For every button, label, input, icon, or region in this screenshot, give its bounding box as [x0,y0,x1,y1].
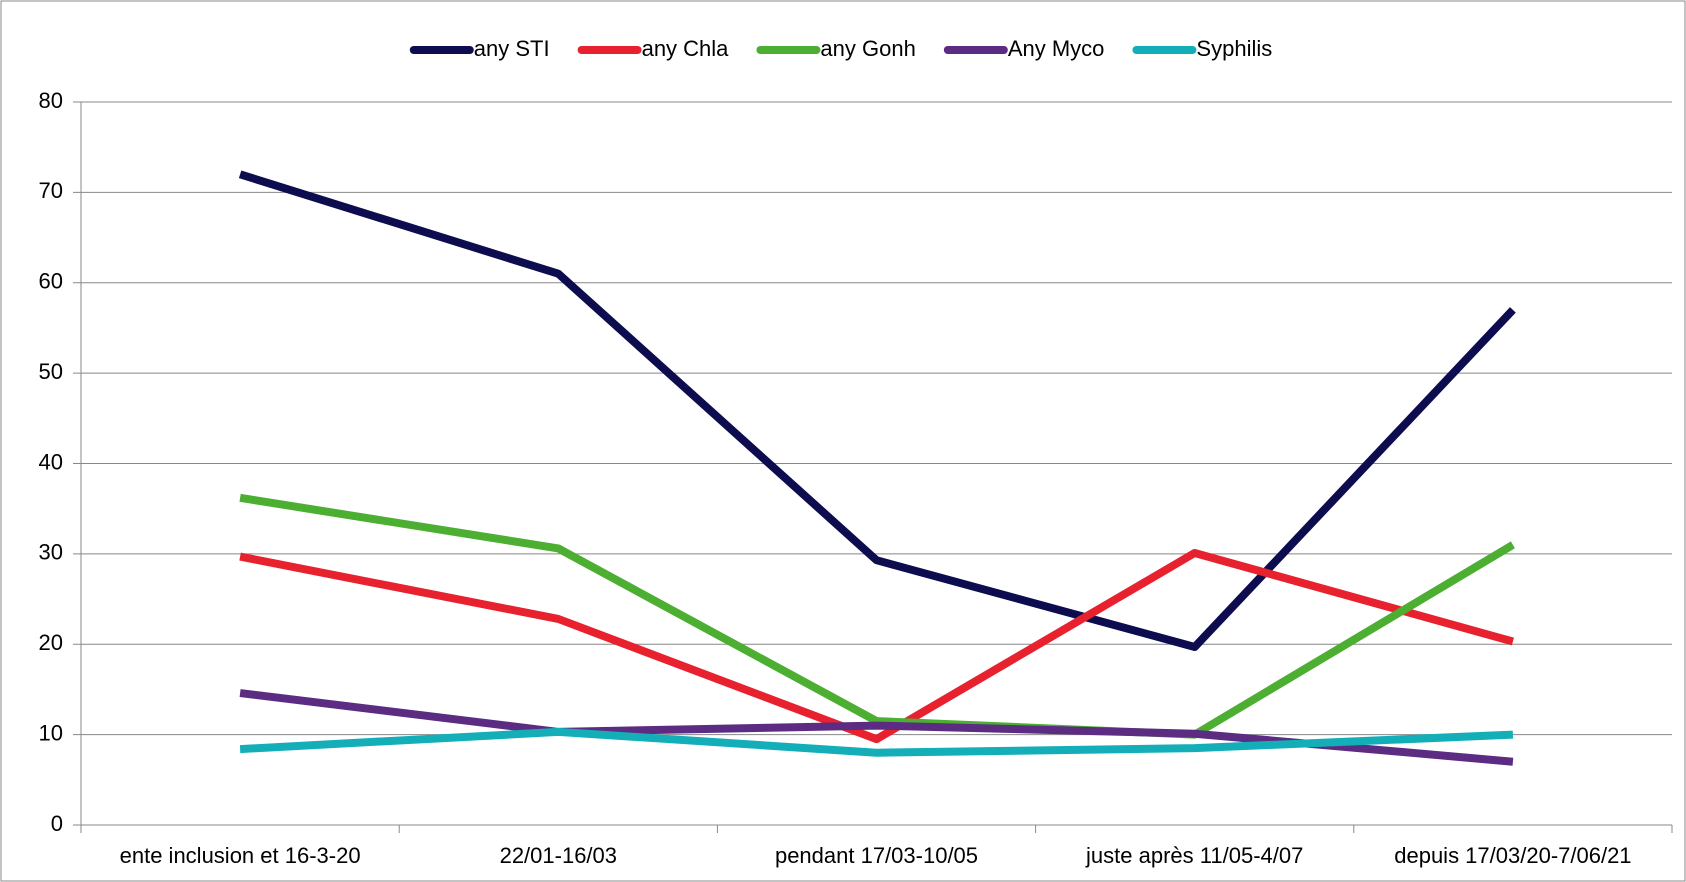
y-tick-label: 10 [39,720,63,745]
y-tick-label: 70 [39,178,63,203]
y-tick-label: 30 [39,540,63,565]
series-line [239,493,1515,739]
x-tick-label: ente inclusion et 16-3-20 [120,843,361,868]
x-tick-label: depuis 17/03/20-7/06/21 [1394,843,1631,868]
series-line [238,170,1516,651]
legend-label: any Gonh [820,36,915,61]
x-tick-label: pendant 17/03-10/05 [775,843,978,868]
x-tick-label: 22/01-16/03 [500,843,617,868]
legend-label: any STI [474,36,550,61]
y-tick-label: 40 [39,449,63,474]
series-line [239,727,1514,757]
legend-label: Any Myco [1008,36,1105,61]
legend-label: any Chla [642,36,730,61]
legend-label: Syphilis [1196,36,1272,61]
series-line [239,548,1514,744]
y-tick-label: 0 [51,811,63,836]
x-tick-label: juste après 11/05-4/07 [1085,843,1303,868]
y-tick-label: 50 [39,359,63,384]
y-tick-label: 80 [39,88,63,113]
y-tick-label: 20 [39,630,63,655]
y-tick-label: 60 [39,269,63,294]
